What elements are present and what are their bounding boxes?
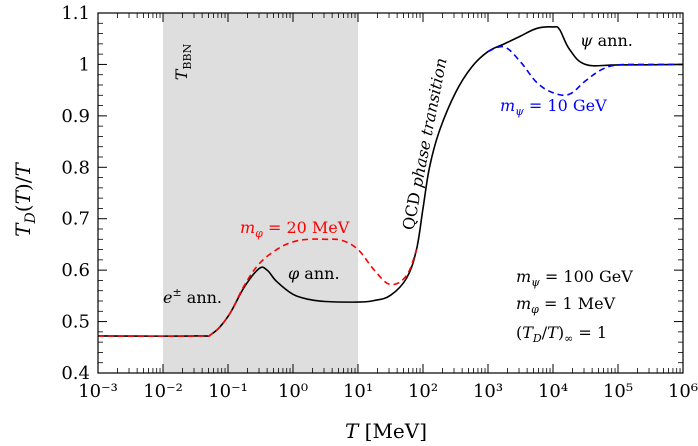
x-tick-label: 10³	[473, 381, 503, 402]
x-tick-label: 10⁻³	[78, 381, 118, 402]
x-tick-label: 10⁶	[668, 381, 698, 402]
ticks-layer: 10⁻³ 10⁻² 10⁻¹ 10⁰ 10¹ 10² 10³ 10⁴ 10⁵ 10⁶ 0.4 0.5 0…	[61, 3, 698, 402]
y-tick-label: 0.6	[61, 260, 90, 281]
parameter-legend: mψ = 100 GeV mφ = 1 MeV (TD/T)∞ = 1	[516, 267, 633, 345]
m-phi-20-label: mφ = 20 MeV	[240, 218, 350, 240]
phi-annihilation-label: φ ann.	[288, 264, 340, 283]
x-tick-label: 10⁻²	[143, 381, 183, 402]
y-tick-label: 0.9	[61, 106, 90, 127]
x-tick-label: 10⁻¹	[208, 381, 248, 402]
shaded-band-layer	[163, 13, 358, 373]
legend-td-ratio: (TD/T)∞ = 1	[516, 323, 607, 345]
t-bbn-label: TBBN	[172, 43, 194, 80]
blue-dashed-curve-m-psi-10	[487, 45, 684, 97]
curves-layer	[97, 25, 684, 337]
x-tick-label: 10⁴	[538, 381, 568, 402]
plot-frame	[97, 12, 684, 374]
legend-m-psi: mψ = 100 GeV	[516, 267, 633, 289]
bbn-shaded-band	[163, 13, 358, 373]
y-tick-label: 1	[79, 54, 90, 75]
y-tick-label: 1.1	[61, 3, 90, 24]
x-tick-label: 10²	[408, 381, 438, 402]
y-tick-label: 0.4	[61, 363, 90, 384]
qcd-transition-label: QCD phase transition	[399, 56, 451, 231]
x-tick-label: 10¹	[343, 381, 373, 402]
legend-m-phi: mφ = 1 MeV	[516, 294, 616, 316]
x-tick-label: 10⁵	[603, 381, 633, 402]
psi-annihilation-label: ψ ann.	[580, 31, 633, 50]
red-dashed-curve-m-phi-20	[97, 238, 418, 337]
y-tick-label: 0.5	[61, 312, 90, 333]
y-tick-label: 0.7	[61, 209, 90, 230]
m-psi-10-label: mψ = 10 GeV	[500, 96, 607, 118]
y-tick-label: 0.8	[61, 157, 90, 178]
e-annihilation-label: e± ann.	[163, 286, 222, 307]
x-axis-title: T [MeV]	[345, 419, 427, 443]
y-axis-title: TD(T)/T	[11, 162, 39, 237]
x-tick-label: 10⁰	[278, 381, 308, 402]
